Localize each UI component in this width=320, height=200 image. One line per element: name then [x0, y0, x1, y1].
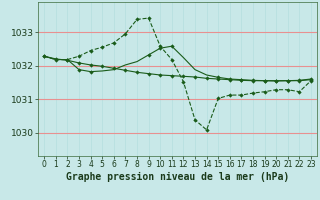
X-axis label: Graphe pression niveau de la mer (hPa): Graphe pression niveau de la mer (hPa): [66, 172, 289, 182]
